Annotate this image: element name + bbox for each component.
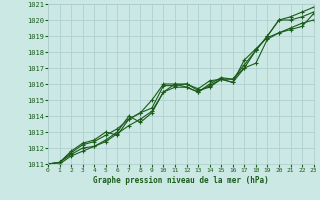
X-axis label: Graphe pression niveau de la mer (hPa): Graphe pression niveau de la mer (hPa) — [93, 176, 269, 185]
